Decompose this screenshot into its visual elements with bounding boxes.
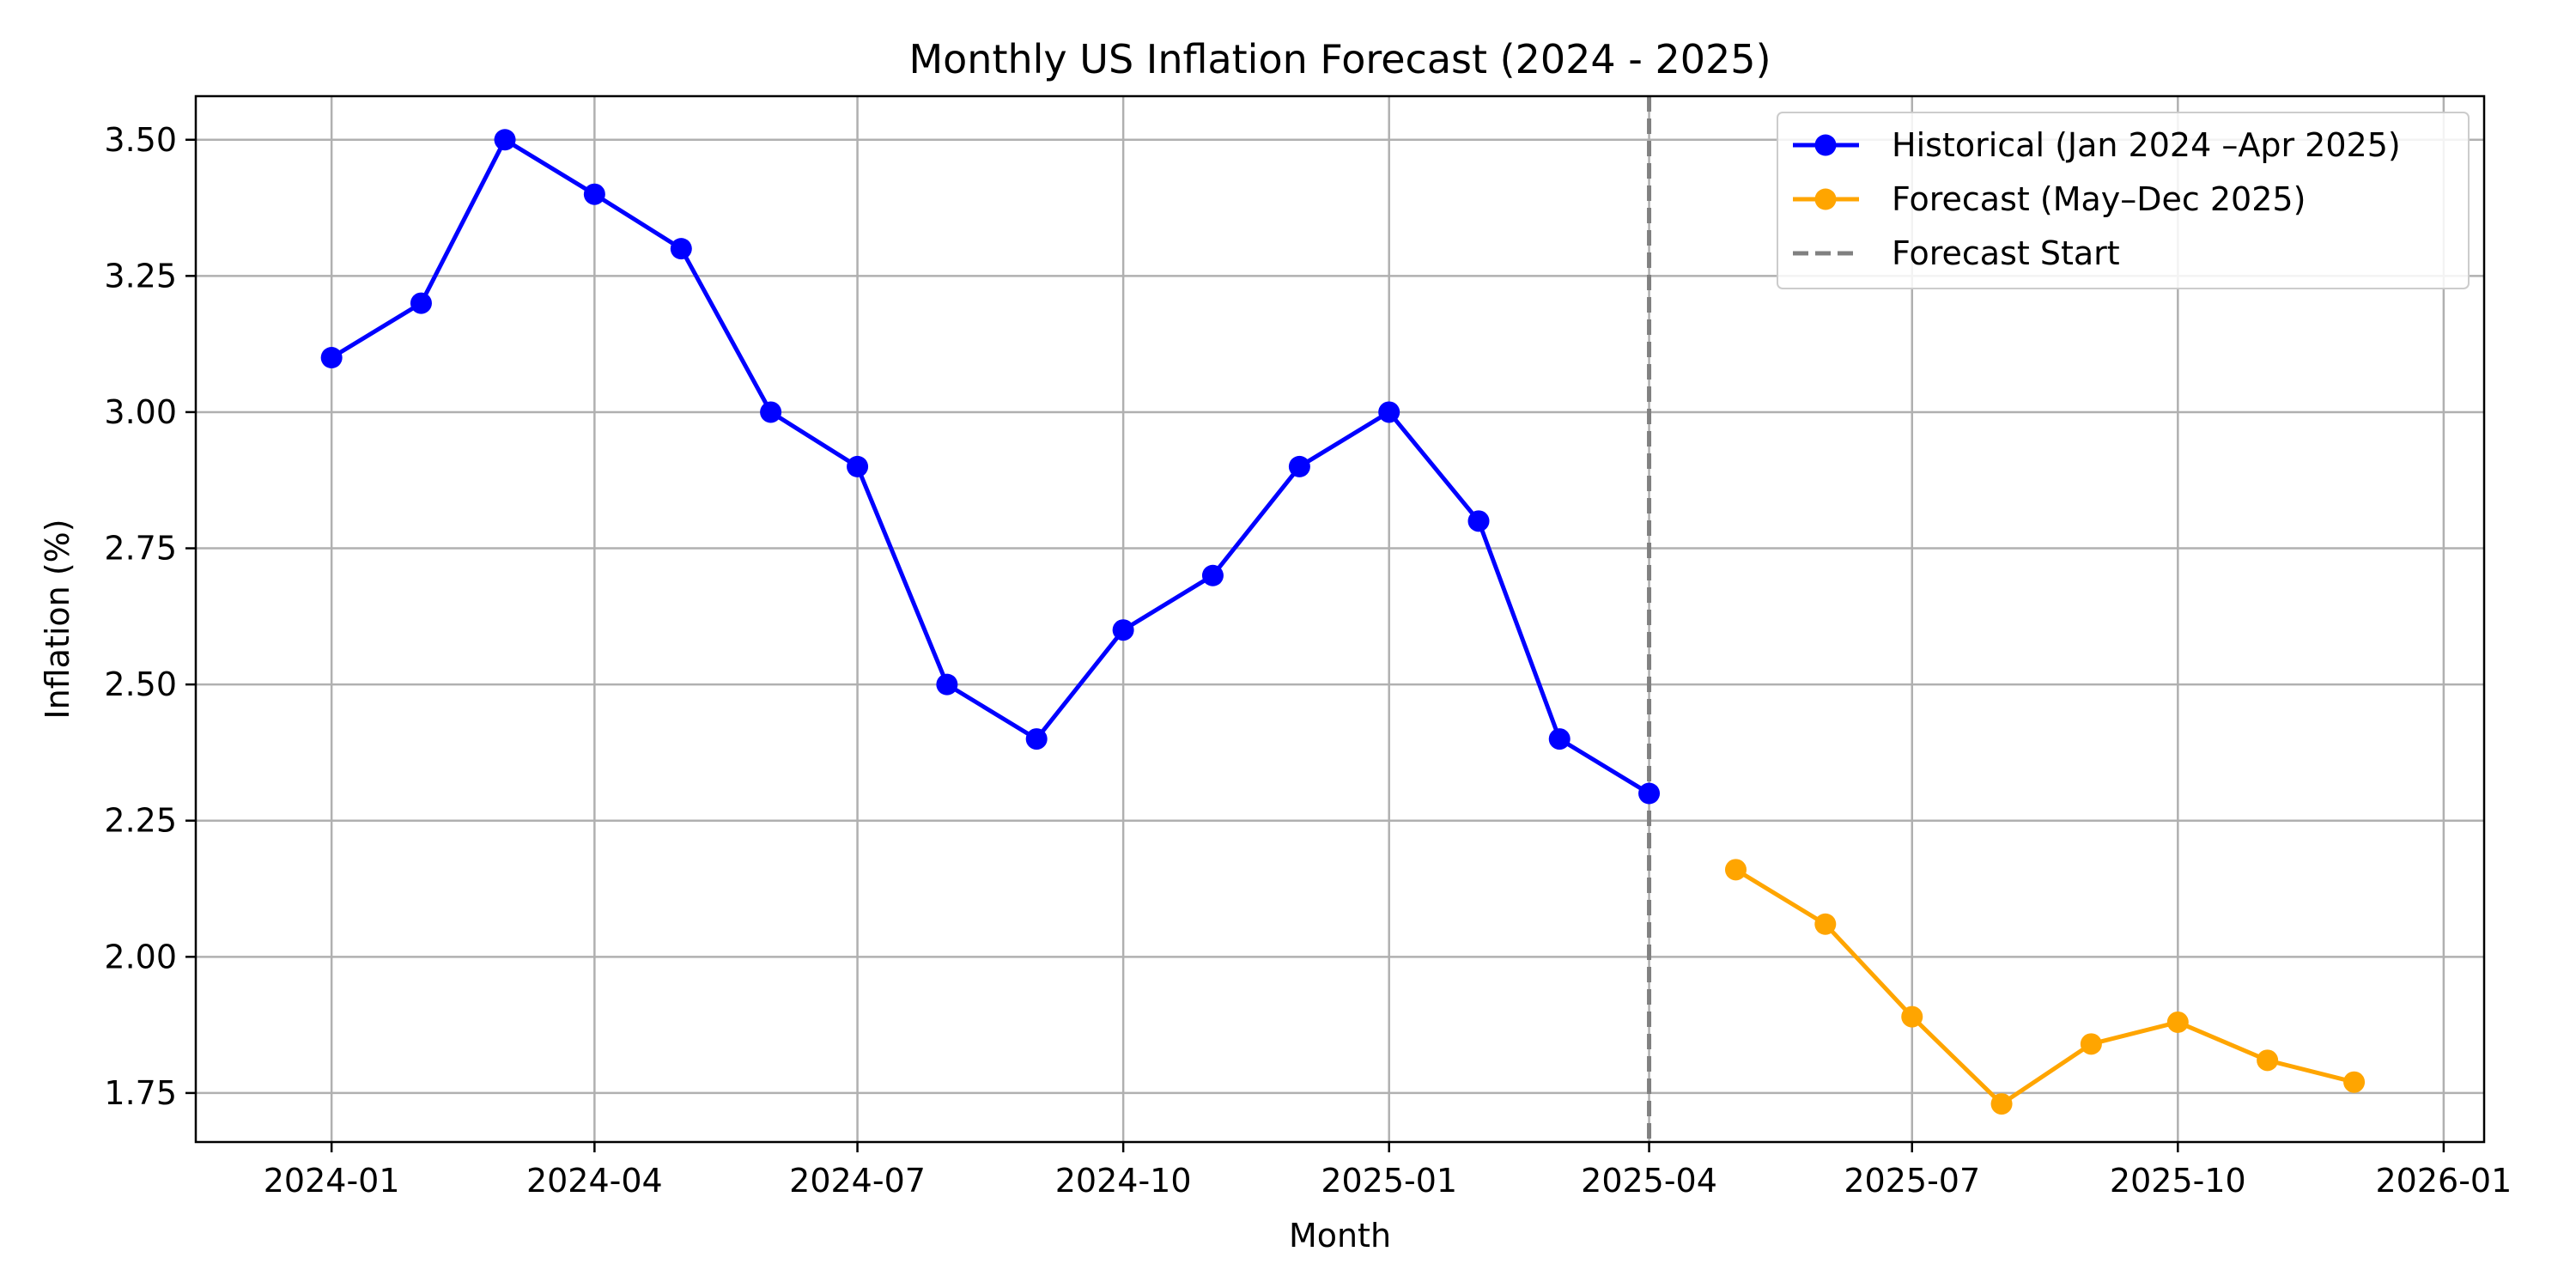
x-tick-label: 2025-07 (1844, 1162, 1980, 1200)
y-tick-label: 2.25 (104, 802, 177, 840)
legend: Historical (Jan 2024 –Apr 2025) Forecast … (1777, 112, 2470, 289)
x-tick-label: 2024-04 (526, 1162, 663, 1200)
data-point (1548, 728, 1571, 750)
data-point (1990, 1093, 2013, 1115)
data-point (670, 238, 692, 260)
data-point (1112, 619, 1134, 641)
data-point (1288, 455, 1310, 477)
x-tick-label: 2026-01 (2376, 1162, 2512, 1200)
series-0 (320, 129, 1661, 805)
legend-entry: Forecast (May–Dec 2025) (1793, 180, 2306, 218)
y-tick-label: 3.00 (104, 393, 177, 431)
x-axis-ticks: 2024-01 2024-04 2024-07 2024-10 2025-01 2025-… (264, 1142, 2512, 1200)
data-point (760, 401, 782, 423)
x-tick-label: 2025-04 (1581, 1162, 1717, 1200)
data-point (320, 347, 343, 368)
legend-marker (1814, 134, 1837, 156)
legend-label: Forecast (May–Dec 2025) (1892, 180, 2306, 218)
y-tick-label: 3.25 (104, 257, 177, 295)
y-tick-label: 2.75 (104, 530, 177, 568)
legend-marker (1814, 188, 1837, 210)
series-line (1735, 867, 2355, 1107)
legend-entries: Historical (Jan 2024 –Apr 2025) Forecast … (1793, 126, 2401, 272)
x-tick-label: 2025-01 (1321, 1162, 1457, 1200)
y-tick-label: 2.50 (104, 665, 177, 703)
x-tick-label: 2025-10 (2110, 1162, 2246, 1200)
data-point (1201, 564, 1224, 586)
data-point (2080, 1033, 2102, 1055)
data-point (1814, 913, 1837, 935)
legend-entry: Forecast Start (1793, 234, 2120, 272)
series-1 (1724, 859, 2366, 1115)
data-point (1025, 728, 1048, 750)
x-axis-label: Month (1289, 1217, 1391, 1255)
data-point (1467, 510, 1490, 532)
data-point (410, 292, 432, 314)
legend-label: Forecast Start (1892, 234, 2120, 272)
data-point (2166, 1011, 2189, 1033)
y-tick-label: 1.75 (104, 1074, 177, 1112)
data-point (1638, 782, 1661, 805)
x-tick-label: 2024-07 (789, 1162, 926, 1200)
y-tick-label: 2.00 (104, 938, 177, 975)
data-point (2343, 1071, 2366, 1093)
y-axis-label: Inflation (%) (39, 519, 76, 719)
data-point (494, 129, 516, 151)
data-point (847, 455, 869, 477)
x-tick-label: 2024-10 (1055, 1162, 1192, 1200)
chart-title: Monthly US Inflation Forecast (2024 - 20… (908, 36, 1771, 82)
legend-label: Historical (Jan 2024 –Apr 2025) (1892, 126, 2401, 164)
data-point (583, 183, 605, 205)
data-point (936, 673, 958, 696)
data-point (1901, 1005, 1923, 1028)
data-point (1378, 401, 1400, 423)
y-tick-label: 3.50 (104, 121, 177, 159)
legend-box (1777, 112, 2470, 289)
legend-entry: Historical (Jan 2024 –Apr 2025) (1793, 126, 2401, 164)
plot-area-frame (194, 94, 2486, 1144)
series-line (330, 137, 1650, 796)
data-point (1724, 859, 1747, 881)
x-tick-label: 2024-01 (264, 1162, 400, 1200)
data-point (2257, 1049, 2279, 1072)
series-layer (320, 129, 2366, 1115)
y-axis-ticks: 1.75 2.00 2.25 2.50 2.75 3.00 3.25 3.50 (104, 121, 196, 1112)
